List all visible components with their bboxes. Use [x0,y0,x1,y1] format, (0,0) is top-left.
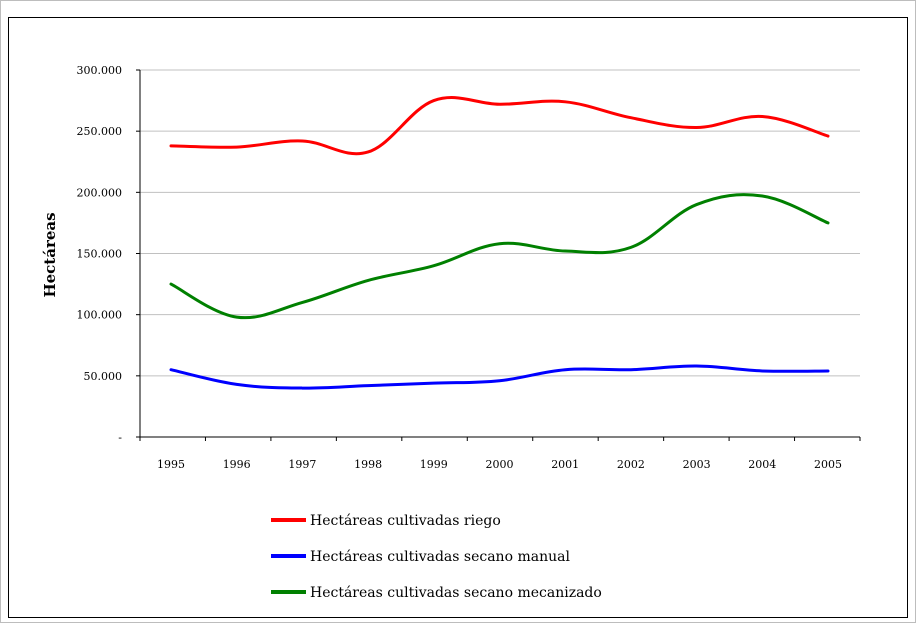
x-tick-label: 2003 [683,458,711,471]
y-tick-label: 100.000 [77,309,123,322]
x-tick-label: 1995 [157,458,185,471]
y-tick-label: 50.000 [84,370,123,383]
x-tick-labels: 1995 1996 1997 1998 1999 2000 2001 2002 2003 2004… [139,437,861,471]
x-tick-label: 2004 [748,458,776,471]
series-line-2 [169,364,830,390]
y-tick-label: 150.000 [77,248,123,261]
axes [139,70,860,438]
y-tick-labels: - 50.000 100.000 150.000 200.000 250.000 300.0… [77,64,123,444]
x-tick-label: 1997 [288,458,316,471]
x-tick-label: 2000 [486,458,514,471]
y-tick-label: 300.000 [77,64,123,77]
series-lines [169,96,830,390]
series-line-3 [169,193,830,320]
y-tick-label: - [118,431,122,444]
legend-label-3: Hectáreas cultivadas secano mecanizado [310,585,602,601]
x-tick-label: 1999 [420,458,448,471]
legend: Hectáreas cultivadas riego Hectáreas cult… [271,513,602,601]
x-tick-label: 1996 [223,458,251,471]
y-axis-label: Hectáreas [41,212,59,297]
y-tick-label: 200.000 [77,186,123,199]
x-tick-label: 2002 [617,458,645,471]
y-tick-label: 250.000 [77,125,123,138]
legend-label-1: Hectáreas cultivadas riego [310,513,501,529]
x-tick-label: 2005 [814,458,842,471]
series-line-1 [169,96,830,156]
x-tick-label: 2001 [551,458,579,471]
x-tick-label: 1998 [354,458,382,471]
legend-label-2: Hectáreas cultivadas secano manual [310,549,570,565]
